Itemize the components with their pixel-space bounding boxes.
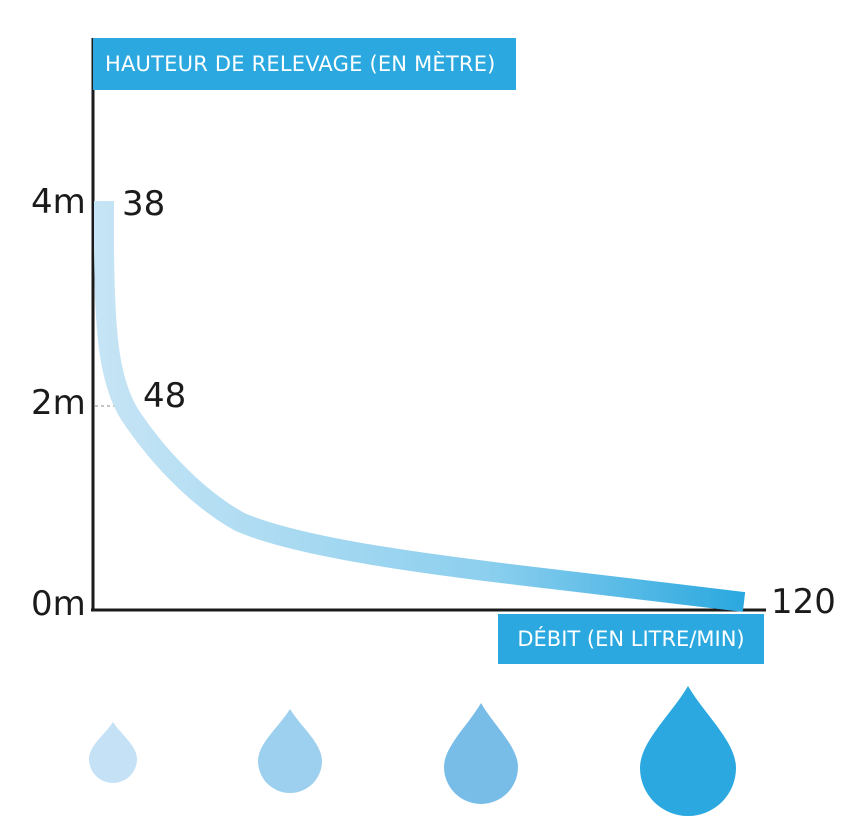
y-tick-label-0m: 0m xyxy=(31,584,86,624)
y-axis-title: HAUTEUR DE RELEVAGE (EN MÈTRE) xyxy=(93,38,516,90)
large-drop-icon xyxy=(444,703,518,804)
data-label-48: 48 xyxy=(143,376,187,416)
data-label-120: 120 xyxy=(771,582,836,622)
small-drop-icon xyxy=(89,722,137,783)
xlarge-drop-icon xyxy=(640,686,736,816)
medium-drop-icon xyxy=(258,709,322,793)
y-tick-label-2m: 2m xyxy=(31,383,86,423)
y-tick-label-4m: 4m xyxy=(31,182,86,222)
data-label-38: 38 xyxy=(122,184,166,224)
drops-row xyxy=(89,686,736,816)
x-axis-title: DÉBIT (EN LITRE/MIN) xyxy=(498,614,764,664)
series-curve xyxy=(94,201,746,612)
